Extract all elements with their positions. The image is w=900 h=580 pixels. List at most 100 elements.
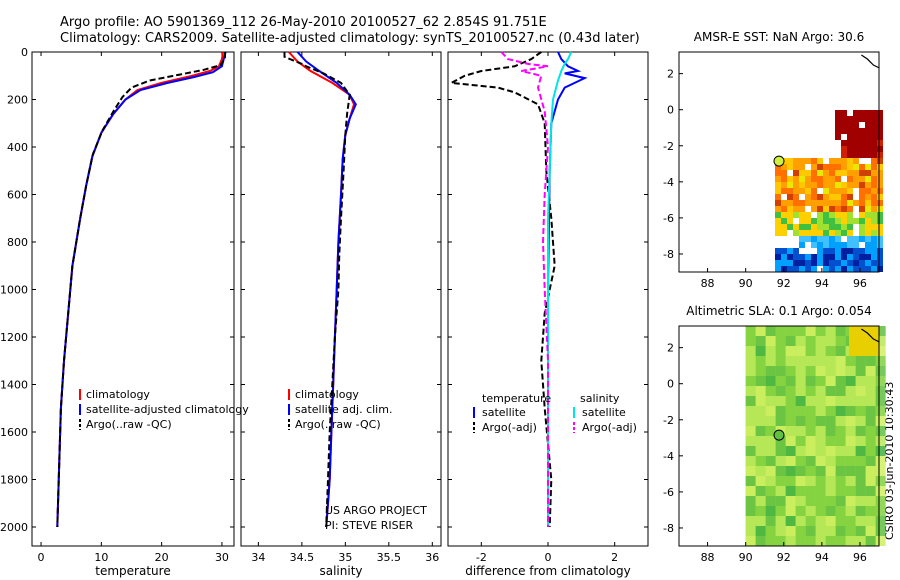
- sst-cell: [835, 110, 841, 116]
- sst-cell: [835, 260, 841, 266]
- sst-cell: [829, 242, 835, 248]
- sla-cell: [745, 476, 756, 486]
- sst-cell: [817, 176, 823, 182]
- sst-cell: [877, 242, 883, 248]
- sst-cell: [811, 164, 817, 170]
- argo-location-marker: [773, 429, 785, 441]
- sla-cell: [745, 456, 756, 466]
- x-tick-label: 34: [251, 551, 265, 564]
- sst-cell: [799, 170, 805, 176]
- sla-cell: [815, 356, 826, 366]
- sst-cell: [799, 218, 805, 224]
- sla-cell: [755, 336, 766, 346]
- y-tick-label: -6: [663, 486, 674, 499]
- sst-cell: [805, 200, 811, 206]
- x-tick-label: 94: [815, 277, 829, 290]
- sst-cell: [865, 248, 871, 254]
- sst-cell: [817, 206, 823, 212]
- sla-cell: [855, 516, 866, 526]
- sst-cell: [877, 164, 883, 170]
- sla-cell: [795, 466, 806, 476]
- sla-cell: [775, 446, 786, 456]
- sla-cell: [775, 386, 786, 396]
- sla-cell: [855, 386, 866, 396]
- sla-cell: [855, 486, 866, 496]
- sst-cell: [799, 164, 805, 170]
- sla-cell: [745, 436, 756, 446]
- sla-cell: [745, 486, 756, 496]
- sla-cell: [835, 416, 846, 426]
- sla-cell: [755, 366, 766, 376]
- sla-cell: [815, 406, 826, 416]
- y-tick-label: 1200: [0, 331, 28, 344]
- sla-cell: [815, 446, 826, 456]
- sla-cell: [815, 416, 826, 426]
- sst-cell: [775, 194, 781, 200]
- sst-cell: [811, 230, 817, 236]
- sst-cell: [853, 176, 859, 182]
- sst-cell: [841, 266, 847, 272]
- sst-cell: [811, 194, 817, 200]
- sla-cell: [805, 416, 816, 426]
- sla-cell: [755, 406, 766, 416]
- sst-cell: [847, 206, 853, 212]
- y-tick-label: -6: [663, 212, 674, 225]
- sst-cell: [877, 224, 883, 230]
- sla-cell: [795, 346, 806, 356]
- sst-cell: [841, 212, 847, 218]
- sst-cell: [835, 176, 841, 182]
- sst-cell: [865, 218, 871, 224]
- sst-cell: [853, 254, 859, 260]
- sst-cell: [835, 218, 841, 224]
- sst-cell: [817, 164, 823, 170]
- sla-cell: [745, 496, 756, 506]
- sst-cell: [847, 224, 853, 230]
- sla-cell: [875, 366, 886, 376]
- sst-cell: [787, 182, 793, 188]
- sla-cell: [765, 346, 776, 356]
- sst-cell: [835, 242, 841, 248]
- sst-cell: [787, 206, 793, 212]
- sla-cell: [835, 456, 846, 466]
- sst-cell: [811, 236, 817, 242]
- sla-cell: [825, 476, 836, 486]
- sst-cell: [877, 158, 883, 164]
- sst-cell: [859, 212, 865, 218]
- sst-cell: [853, 116, 859, 122]
- sst-cell: [793, 212, 799, 218]
- sst-cell: [841, 224, 847, 230]
- sla-cell: [855, 406, 866, 416]
- sst-cell: [871, 200, 877, 206]
- sst-cell: [787, 248, 793, 254]
- sst-cell: [775, 218, 781, 224]
- sst-cell: [835, 224, 841, 230]
- sst-cell: [811, 206, 817, 212]
- y-tick-label: -4: [663, 450, 674, 463]
- sst-cell: [817, 254, 823, 260]
- sst-cell: [835, 200, 841, 206]
- x-tick-label: 36: [425, 551, 439, 564]
- sla-cell: [825, 426, 836, 436]
- x-tick-label: 96: [853, 277, 867, 290]
- sst-cell: [853, 248, 859, 254]
- sla-cell: [875, 446, 886, 456]
- sst-cell: [793, 194, 799, 200]
- sla-cell: [765, 496, 776, 506]
- sla-cell: [765, 386, 776, 396]
- sst-cell: [805, 236, 811, 242]
- sst-cell: [835, 248, 841, 254]
- sst-cell: [793, 158, 799, 164]
- sst-cell: [781, 182, 787, 188]
- y-tick-label: 2: [667, 68, 674, 81]
- sst-cell: [781, 212, 787, 218]
- sla-cell: [835, 526, 846, 536]
- sla-cell: [785, 526, 796, 536]
- sst-cell: [811, 176, 817, 182]
- sst-cell: [853, 158, 859, 164]
- sst-cell: [877, 146, 883, 152]
- sst-cell: [859, 164, 865, 170]
- sst-cell: [871, 134, 877, 140]
- sst-cell: [775, 176, 781, 182]
- sst-cell: [781, 206, 787, 212]
- sla-cell: [845, 366, 856, 376]
